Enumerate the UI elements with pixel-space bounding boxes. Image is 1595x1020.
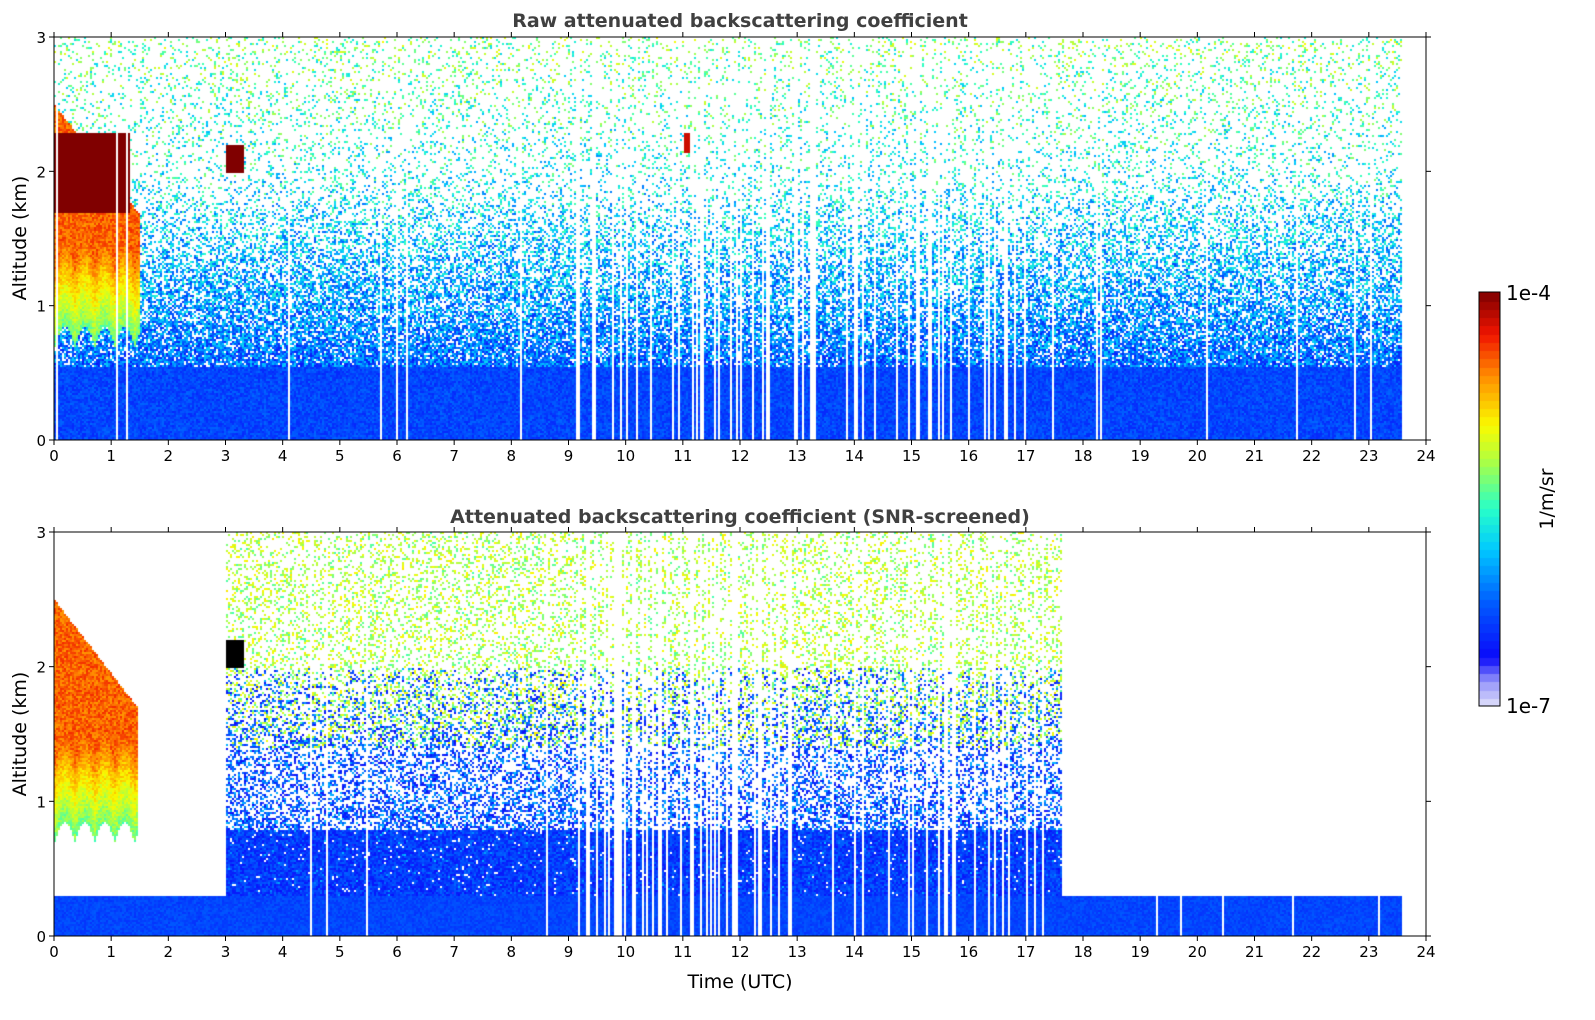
x-tick-label: 19: [1131, 447, 1150, 465]
y-tick-label: 0: [36, 432, 46, 450]
x-tick-label: 9: [564, 943, 574, 961]
x-tick-label: 0: [49, 943, 59, 961]
x-tick-label: 2: [164, 943, 174, 961]
x-tick-label: 10: [616, 943, 635, 961]
x-tick-label: 13: [788, 447, 807, 465]
x-tick-label: 14: [845, 447, 864, 465]
y-tick-label: 3: [36, 524, 46, 542]
x-tick-label: 20: [1188, 943, 1207, 961]
x-tick-label: 18: [1073, 943, 1092, 961]
x-tick-label: 4: [278, 447, 288, 465]
x-tick-label: 22: [1302, 943, 1321, 961]
colorbar-frame: [1478, 291, 1501, 707]
x-tick-label: 9: [564, 447, 574, 465]
x-tick-label: 16: [959, 943, 978, 961]
x-tick-label: 5: [335, 943, 345, 961]
x-tick-label: 23: [1359, 447, 1378, 465]
x-tick-label: 11: [673, 447, 692, 465]
x-tick-label: 17: [1016, 943, 1035, 961]
x-tick-label: 19: [1131, 943, 1150, 961]
x-axis-label: Time (UTC): [686, 971, 792, 993]
x-tick-label: 12: [730, 447, 749, 465]
heatmap-snr-screened: [54, 532, 1426, 936]
colorbar-max-label: 1e-4: [1506, 281, 1551, 305]
x-tick-label: 1: [106, 447, 116, 465]
colorbar-unit-label: 1/m/sr: [1536, 468, 1558, 529]
x-tick-label: 6: [392, 943, 402, 961]
x-tick-label: 14: [845, 943, 864, 961]
x-tick-label: 12: [730, 943, 749, 961]
y-tick-label: 1: [36, 298, 46, 316]
heatmap-raw: [54, 37, 1426, 440]
x-tick-label: 7: [449, 447, 459, 465]
x-tick-label: 8: [507, 943, 517, 961]
x-tick-label: 18: [1073, 447, 1092, 465]
x-tick-label: 21: [1245, 447, 1264, 465]
y-tick-label: 2: [36, 163, 46, 181]
y-tick-label: 2: [36, 659, 46, 677]
x-tick-label: 1: [106, 943, 116, 961]
x-tick-label: 22: [1302, 447, 1321, 465]
plot-frame: [53, 36, 1427, 441]
colorbar-min-label: 1e-7: [1506, 694, 1551, 718]
x-tick-label: 24: [1416, 943, 1435, 961]
x-tick-label: 8: [507, 447, 517, 465]
x-tick-label: 7: [449, 943, 459, 961]
x-tick-label: 0: [49, 447, 59, 465]
x-tick-label: 20: [1188, 447, 1207, 465]
x-tick-label: 15: [902, 943, 921, 961]
x-tick-label: 24: [1416, 447, 1435, 465]
x-tick-label: 16: [959, 447, 978, 465]
x-tick-label: 15: [902, 447, 921, 465]
x-tick-label: 11: [673, 943, 692, 961]
x-tick-label: 3: [221, 447, 231, 465]
x-tick-label: 23: [1359, 943, 1378, 961]
x-tick-label: 17: [1016, 447, 1035, 465]
y-tick-label: 3: [36, 29, 46, 47]
x-tick-label: 5: [335, 447, 345, 465]
x-tick-label: 10: [616, 447, 635, 465]
y-tick-label: 0: [36, 928, 46, 946]
y-axis-label-snr: Altitude (km): [9, 672, 31, 797]
plot-frame: [53, 531, 1427, 937]
chart-title-snr: Attenuated backscattering coefficient (S…: [450, 506, 1030, 528]
x-tick-label: 13: [788, 943, 807, 961]
x-tick-label: 21: [1245, 943, 1264, 961]
chart-title-raw: Raw attenuated backscattering coefficien…: [512, 10, 968, 32]
x-tick-label: 3: [221, 943, 231, 961]
y-axis-label-raw: Altitude (km): [9, 176, 31, 301]
x-tick-label: 4: [278, 943, 288, 961]
x-tick-label: 6: [392, 447, 402, 465]
y-tick-label: 1: [36, 793, 46, 811]
colorbar: [1479, 292, 1500, 706]
x-tick-label: 2: [164, 447, 174, 465]
